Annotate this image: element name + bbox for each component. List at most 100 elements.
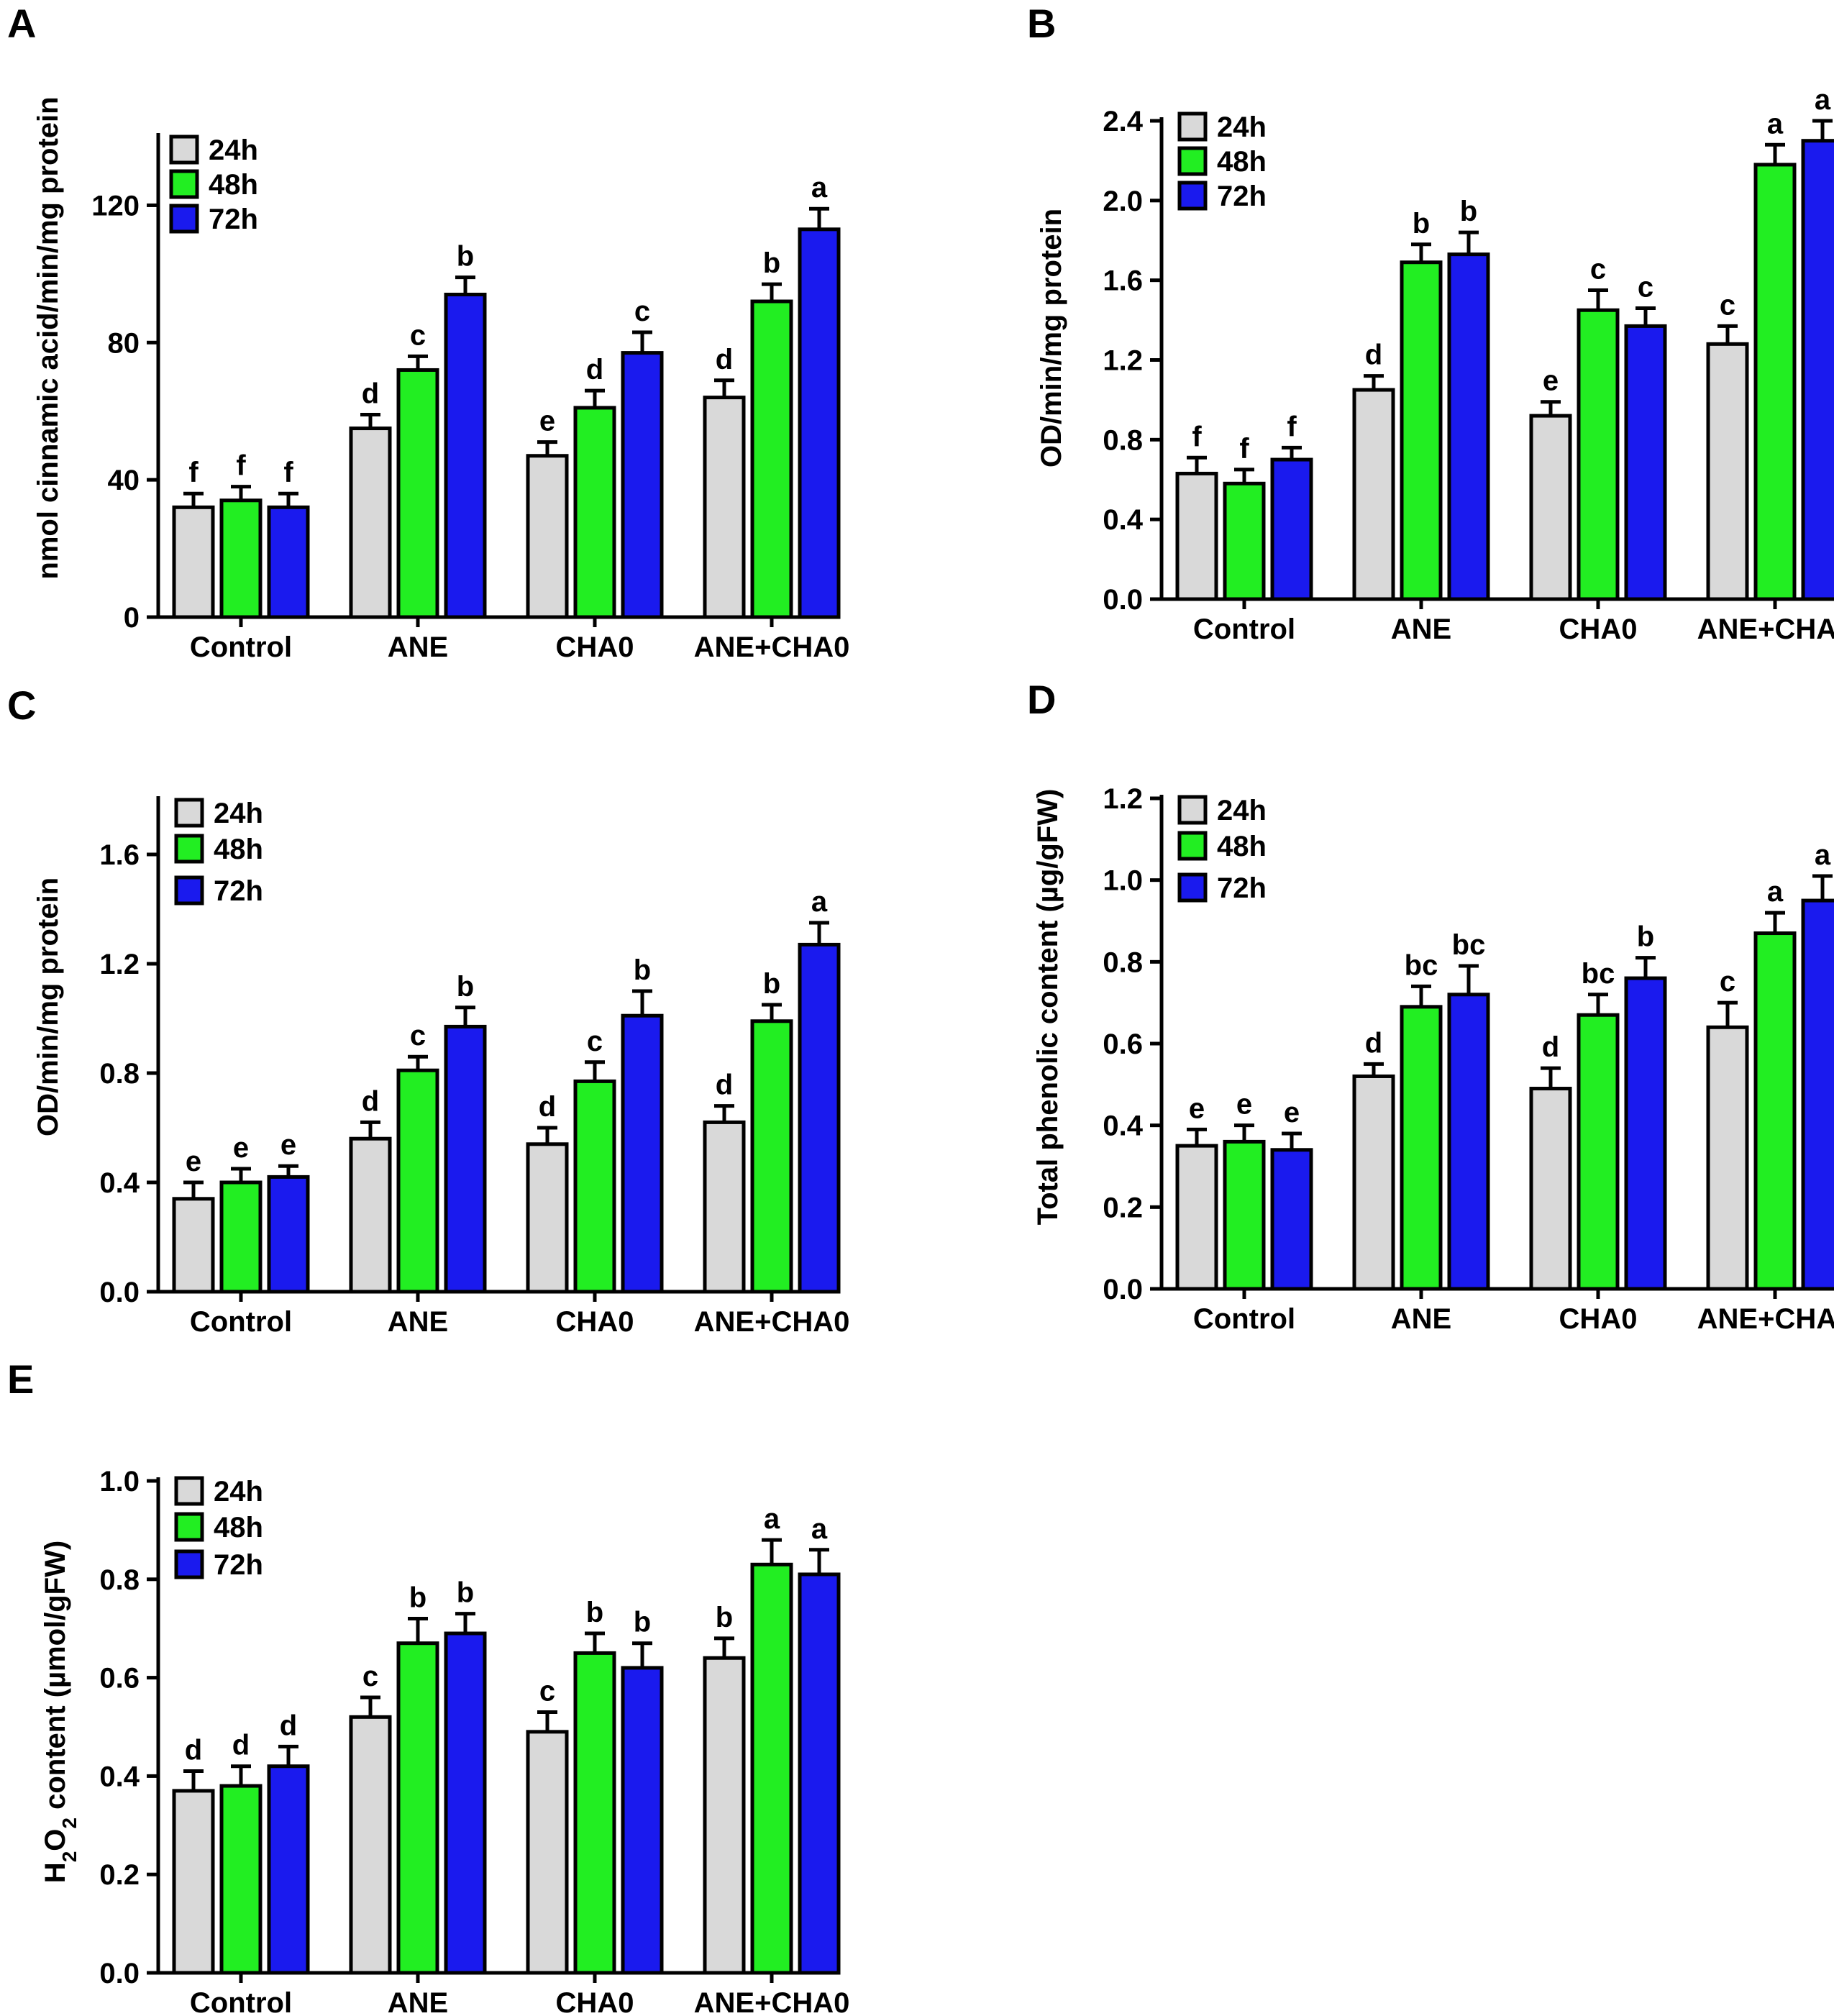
bar <box>1223 481 1266 601</box>
significance-letter: f <box>1287 411 1297 442</box>
y-tick-label: 1.0 <box>1103 865 1143 897</box>
bar <box>750 1019 793 1294</box>
bar <box>573 1079 616 1294</box>
bar <box>219 1180 263 1294</box>
legend-swatch <box>169 169 199 199</box>
bar <box>1753 163 1797 601</box>
legend-label: 72h <box>214 1549 263 1581</box>
bar <box>798 1572 841 1975</box>
significance-letter: d <box>1365 339 1382 371</box>
y-tick-label: 1.2 <box>1103 783 1143 815</box>
significance-letter: e <box>280 1129 296 1161</box>
significance-letter: c <box>634 296 650 327</box>
legend-swatch <box>1177 111 1208 142</box>
x-tick-label: CHA0 <box>1559 614 1638 645</box>
legend-label: 24h <box>214 1476 263 1508</box>
bar <box>621 351 664 619</box>
panel-letter: E <box>7 1356 34 1402</box>
significance-letter: e <box>1236 1089 1252 1121</box>
significance-letter: d <box>362 378 379 409</box>
significance-letter: d <box>362 1085 379 1117</box>
y-tick-label: 2.4 <box>1103 106 1143 137</box>
bar <box>703 396 746 619</box>
y-tick-label: 0.8 <box>1103 424 1143 456</box>
y-tick-label: 0.8 <box>99 1564 140 1596</box>
bar <box>1352 388 1395 601</box>
significance-letter: e <box>233 1132 249 1164</box>
significance-letter: f <box>188 457 199 488</box>
bar <box>219 498 263 619</box>
x-tick-label: Control <box>190 1987 292 2016</box>
x-tick-label: CHA0 <box>556 1306 634 1338</box>
y-tick-label: 0 <box>124 602 140 634</box>
legend-label: 48h <box>1217 831 1267 862</box>
bar <box>573 1651 616 1975</box>
legend-label: 72h <box>1217 181 1267 212</box>
significance-letter: c <box>1720 966 1735 998</box>
chart-panel-C: C OD/min/mg protein 0.0 0.4 0.8 1.2 1.6 Control… <box>7 683 849 1338</box>
legend-swatch <box>1177 831 1208 861</box>
x-tick-label: ANE <box>388 631 448 663</box>
legend-swatch <box>174 875 204 906</box>
bar <box>1801 139 1834 601</box>
y-tick-label: 1.2 <box>99 949 140 980</box>
y-tick-label: 120 <box>91 190 140 222</box>
bar <box>1577 308 1620 601</box>
significance-letter: a <box>1815 839 1831 871</box>
y-tick-label: 1.0 <box>99 1466 140 1497</box>
x-tick-label: ANE <box>1391 614 1451 645</box>
bar <box>798 227 841 619</box>
y-tick-label: 0.6 <box>99 1663 140 1695</box>
bar <box>444 1631 487 1975</box>
significance-letter: e <box>1189 1093 1205 1124</box>
significance-letter: d <box>539 1091 556 1123</box>
bar <box>1270 457 1313 601</box>
bar <box>1447 252 1490 601</box>
legend-label: 24h <box>214 798 263 829</box>
panel-letter: D <box>1027 677 1056 722</box>
chart-panel-B: B OD/min/mg protein 0.0 0.4 0.8 1.2 1.6 2.0 2.4 C… <box>1027 1 1834 645</box>
bar <box>1352 1074 1395 1291</box>
significance-letter: d <box>586 354 603 386</box>
significance-letter: b <box>457 241 474 273</box>
significance-letter: b <box>763 968 780 1000</box>
significance-letter: bc <box>1582 958 1615 990</box>
bar <box>349 427 392 619</box>
x-tick-label: ANE+CHA0 <box>694 631 850 663</box>
x-tick-label: ANE+CHA0 <box>694 1987 850 2016</box>
significance-letter: c <box>1590 254 1606 286</box>
x-tick-label: ANE+CHA0 <box>1697 614 1834 645</box>
bar <box>1175 471 1218 601</box>
bar <box>526 1730 569 1975</box>
bar <box>703 1120 746 1294</box>
significance-letter: e <box>186 1146 201 1177</box>
significance-letter: f <box>283 457 293 488</box>
legend-swatch <box>169 204 199 234</box>
y-tick-label: 80 <box>108 327 140 359</box>
panel-letter: A <box>7 1 36 46</box>
bar <box>573 406 616 619</box>
y-axis-label: OD/min/mg protein <box>32 877 64 1136</box>
y-tick-label: 0.0 <box>1103 1274 1143 1305</box>
y-tick-label: 1.2 <box>1103 345 1143 377</box>
legend-swatch <box>174 1476 204 1506</box>
bar <box>396 1641 439 1975</box>
x-tick-label: ANE <box>388 1306 448 1338</box>
bar <box>621 1666 664 1975</box>
bar <box>1223 1139 1266 1291</box>
y-tick-label: 2.0 <box>1103 186 1143 217</box>
x-tick-label: Control <box>190 1306 292 1338</box>
bar <box>1529 414 1572 601</box>
significance-letter: c <box>587 1026 603 1057</box>
y-tick-label: 0.4 <box>99 1167 140 1199</box>
significance-letter: e <box>1284 1097 1300 1128</box>
y-axis-label-part: H <box>40 1862 71 1883</box>
x-tick-label: ANE+CHA0 <box>1697 1303 1834 1335</box>
significance-letter: d <box>1542 1031 1559 1063</box>
bar <box>750 299 793 619</box>
bar <box>621 1013 664 1294</box>
significance-letter: b <box>457 1577 474 1609</box>
y-tick-label: 40 <box>108 465 140 496</box>
